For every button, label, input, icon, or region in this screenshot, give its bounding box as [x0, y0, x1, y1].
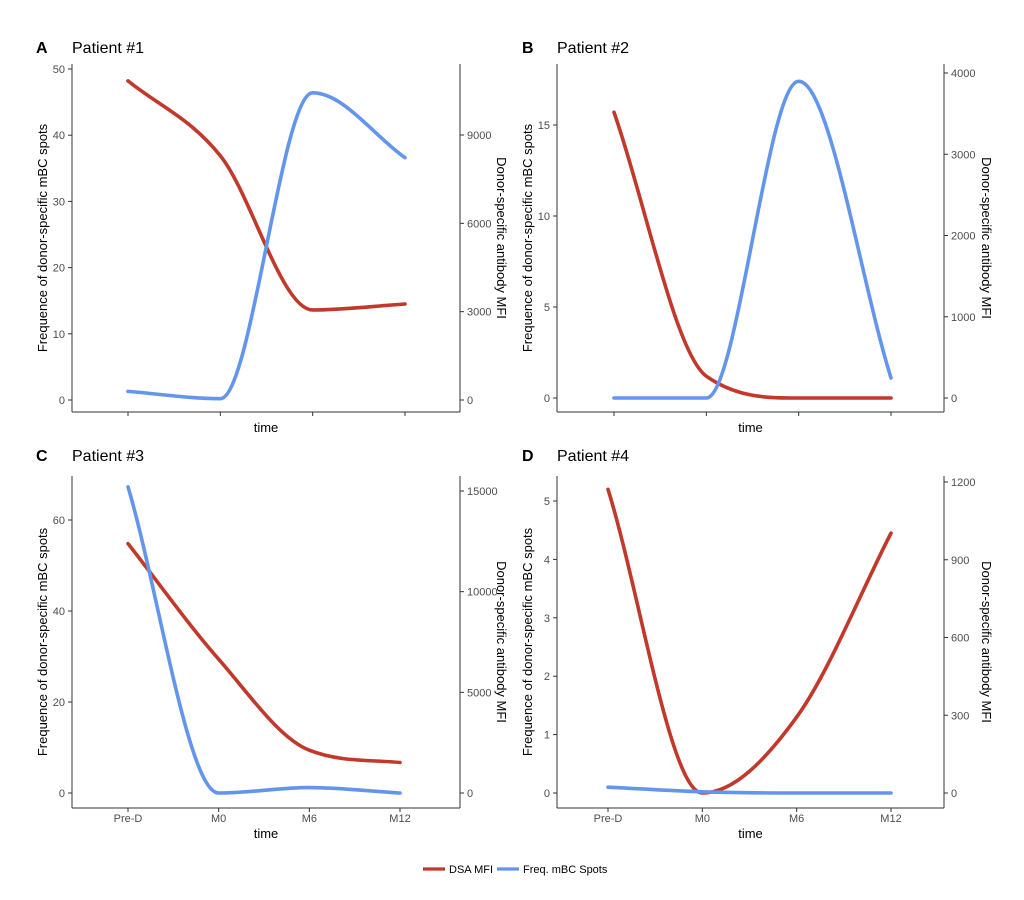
series-line-freq-mbc-spots [126, 484, 402, 795]
right-y-tick-label: 9000 [467, 130, 491, 142]
series-line-dsa-mfi [126, 541, 402, 765]
panel-d: D Patient #4 0 1 2 3 4 5 0 300 600 900 1200 Pre-D M0 M6… [520, 448, 994, 841]
x-tick-label: M6 [302, 813, 317, 825]
right-y-tick-label: 0 [951, 393, 957, 405]
left-y-tick-label: 40 [53, 130, 65, 142]
left-y-tick-label: 5 [544, 496, 550, 508]
left-y-tick-label: 15 [538, 120, 550, 132]
left-y-tick-label: 0 [59, 395, 65, 407]
right-y-tick-label: 3000 [467, 307, 491, 319]
left-y-tick-label: 20 [53, 263, 65, 275]
series-line-dsa-mfi [612, 110, 893, 400]
series-line-dsa-mfi [126, 79, 407, 312]
left-y-tick-label: 2 [544, 671, 550, 683]
x-tick-label: M0 [695, 813, 710, 825]
left-y-tick-label: 10 [538, 211, 550, 223]
panel-title: Patient #1 [72, 40, 144, 57]
right-y-tick-label: 0 [467, 788, 473, 800]
left-y-tick-label: 20 [53, 697, 65, 709]
panel-letter: C [36, 448, 48, 465]
left-y-tick-label: 50 [53, 64, 65, 76]
left-y-tick-label: 0 [59, 788, 65, 800]
panel-title: Patient #2 [557, 40, 629, 57]
right-y-tick-label: 300 [951, 710, 969, 722]
right-y-tick-label: 600 [951, 633, 969, 645]
left-y-tick-label: 5 [544, 302, 550, 314]
left-y-tick-label: 4 [544, 554, 550, 566]
right-y-tick-label: 2000 [951, 231, 975, 243]
panel-title: Patient #4 [557, 448, 629, 465]
left-y-axis-label: Frequence of donor-specific mBC spots [520, 527, 535, 756]
right-y-tick-label: 15000 [467, 486, 498, 498]
x-axis-label: time [738, 420, 763, 435]
x-tick-label: M12 [880, 813, 901, 825]
legend-label: DSA MFI [449, 864, 493, 876]
left-y-tick-label: 10 [53, 329, 65, 341]
x-axis-label: time [738, 826, 763, 841]
right-y-tick-label: 1200 [951, 477, 975, 489]
x-axis-label: time [254, 826, 279, 841]
left-y-tick-label: 30 [53, 196, 65, 208]
right-y-tick-label: 6000 [467, 218, 491, 230]
right-y-tick-label: 4000 [951, 68, 975, 80]
right-y-tick-label: 0 [467, 395, 473, 407]
right-y-axis-label: Donor-specific antibody MFI [494, 157, 509, 319]
panel-title: Patient #3 [72, 448, 144, 465]
series-line-freq-mbc-spots [126, 91, 407, 401]
series-line-dsa-mfi [606, 487, 893, 795]
left-y-axis-label: Frequence of donor-specific mBC spots [35, 123, 50, 352]
right-y-tick-label: 0 [951, 788, 957, 800]
left-y-tick-label: 3 [544, 613, 550, 625]
panel-b: B Patient #2 0 5 10 15 0 1000 2000 3000 4000 time Fr… [520, 40, 994, 435]
right-y-tick-label: 3000 [951, 149, 975, 161]
panel-a: A Patient #1 0 10 20 30 40 50 0 3000 6000 9000 time F… [35, 40, 509, 435]
right-y-axis-label: Donor-specific antibody MFI [979, 561, 994, 723]
legend-label: Freq. mBC Spots [523, 864, 608, 876]
panel-letter: B [522, 40, 534, 57]
panel-c: C Patient #3 0 20 40 60 0 5000 10000 15000 Pre-D M0… [35, 448, 509, 841]
panel-letter: D [522, 448, 534, 465]
left-y-tick-label: 40 [53, 606, 65, 618]
left-y-tick-label: 60 [53, 515, 65, 527]
right-y-axis-label: Donor-specific antibody MFI [494, 561, 509, 723]
right-y-tick-label: 5000 [467, 687, 491, 699]
legend: DSA MFI Freq. mBC Spots [423, 864, 608, 876]
left-y-tick-label: 1 [544, 730, 550, 742]
left-y-axis-label: Frequence of donor-specific mBC spots [35, 527, 50, 756]
x-tick-label: Pre-D [114, 813, 143, 825]
x-tick-label: M6 [789, 813, 804, 825]
right-y-tick-label: 10000 [467, 587, 498, 599]
series-line-freq-mbc-spots [606, 785, 893, 795]
series-line-freq-mbc-spots [612, 79, 893, 400]
x-tick-label: Pre-D [594, 813, 623, 825]
x-tick-label: M12 [389, 813, 410, 825]
left-y-tick-label: 0 [544, 393, 550, 405]
right-y-tick-label: 900 [951, 555, 969, 567]
left-y-axis-label: Frequence of donor-specific mBC spots [520, 123, 535, 352]
x-tick-label: M0 [211, 813, 226, 825]
right-y-axis-label: Donor-specific antibody MFI [979, 157, 994, 319]
x-axis-label: time [254, 420, 279, 435]
left-y-tick-label: 0 [544, 788, 550, 800]
right-y-tick-label: 1000 [951, 312, 975, 324]
panel-letter: A [36, 40, 48, 57]
